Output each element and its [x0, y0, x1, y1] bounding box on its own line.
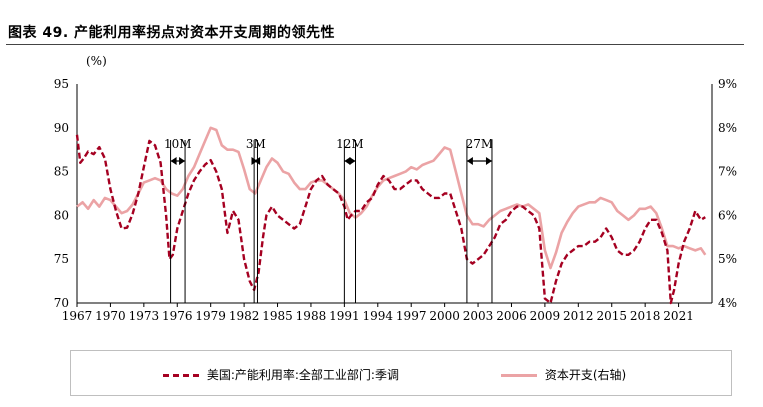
x-tick-label: 1994 [363, 309, 394, 323]
x-tick-label: 2009 [530, 309, 561, 323]
annotation-label: 10M [164, 137, 192, 151]
left-tick-label: 85 [54, 165, 69, 179]
x-tick-label: 1979 [195, 309, 226, 323]
x-tick-label: 1982 [229, 309, 260, 323]
annotation-arrowhead-right [349, 157, 356, 165]
left-axis-unit: (%) [86, 54, 107, 68]
x-tick-label: 2006 [496, 309, 527, 323]
series-line-capex [76, 126, 707, 270]
annotation-arrowhead-left [344, 157, 351, 165]
right-axis-ticks: 4% 5% 6% 7% 8% 9% [718, 77, 737, 310]
left-tick-label: 75 [54, 252, 69, 266]
x-tick-label: 1985 [262, 309, 293, 323]
x-tick-label: 2021 [663, 309, 694, 323]
annotation-arrowhead-right [179, 157, 186, 165]
x-tick-label: 1973 [129, 309, 160, 323]
x-tick-label: 1991 [329, 309, 360, 323]
right-tick-label: 5% [718, 252, 737, 266]
x-tick-label: 1997 [396, 309, 427, 323]
legend-swatch-capacity [163, 374, 199, 377]
annotation-label: 3M [246, 137, 266, 151]
annotation-arrowhead-right [251, 157, 258, 165]
x-tick-label: 2000 [429, 309, 460, 323]
right-tick-label: 7% [718, 165, 737, 179]
right-tick-label: 8% [718, 121, 737, 135]
figure-title: 图表 49. 产能利用率拐点对资本开支周期的领先性 [8, 25, 336, 41]
series-line-capacity [75, 134, 706, 305]
annotation-label: 12M [336, 137, 364, 151]
annotation-layer: 10M 3M 12M 27M [164, 137, 493, 303]
left-tick-label: 80 [54, 208, 69, 222]
series-layer [75, 126, 707, 305]
title-divider [6, 44, 744, 45]
annotation-arrowhead-right [485, 157, 492, 165]
legend-label-capex: 资本开支(右轴) [544, 368, 627, 382]
annotation-arrowhead-left [170, 157, 177, 165]
left-tick-label: 90 [54, 121, 69, 135]
x-tick-label: 2003 [463, 309, 494, 323]
legend-item-capacity: 美国:产能利用率:全部工业部门:季调 [163, 366, 399, 383]
legend-item-capex: 资本开支(右轴) [501, 366, 626, 383]
x-axis-ticks: 1967 1970 1973 1976 1979 1982 1985 1988 1991 1994… [62, 303, 694, 323]
annotation-arrowhead-left [466, 157, 473, 165]
left-tick-label: 95 [54, 77, 69, 91]
x-tick-label: 1988 [296, 309, 327, 323]
x-tick-label: 1967 [62, 309, 93, 323]
right-tick-label: 4% [718, 296, 737, 310]
x-tick-label: 1970 [95, 309, 126, 323]
legend-swatch-capex [501, 374, 537, 377]
left-tick-label: 70 [54, 296, 69, 310]
x-tick-label: 2012 [563, 309, 594, 323]
left-axis-ticks: 70 75 80 85 90 95 [54, 77, 69, 310]
legend-label-capacity: 美国:产能利用率:全部工业部门:季调 [206, 368, 399, 382]
annotation-label: 27M [466, 137, 494, 151]
chart-legend: 美国:产能利用率:全部工业部门:季调 资本开支(右轴) [70, 350, 732, 396]
x-tick-label: 1976 [162, 309, 193, 323]
right-tick-label: 9% [718, 77, 737, 91]
x-tick-label: 2018 [630, 309, 661, 323]
x-tick-label: 2015 [596, 309, 627, 323]
right-tick-label: 6% [718, 208, 737, 222]
